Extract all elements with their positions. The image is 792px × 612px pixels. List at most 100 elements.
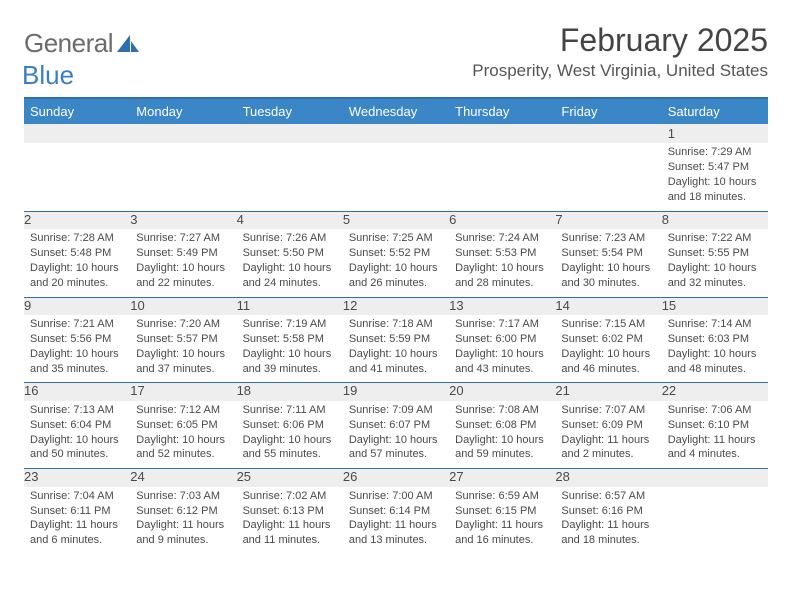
sunrise: Sunrise: 7:23 AM (561, 231, 655, 246)
sunrise: Sunrise: 7:18 AM (349, 317, 443, 332)
day-detail-cell (24, 143, 130, 211)
sunset: Sunset: 5:47 PM (668, 160, 762, 175)
daylight: Daylight: 10 hours and 22 minutes. (136, 261, 230, 291)
sunrise: Sunrise: 7:14 AM (668, 317, 762, 332)
day-detail-cell: Sunrise: 7:07 AMSunset: 6:09 PMDaylight:… (555, 401, 661, 469)
daylight: Daylight: 10 hours and 32 minutes. (668, 261, 762, 291)
day-number-cell: 13 (449, 297, 555, 315)
day-detail-cell: Sunrise: 7:18 AMSunset: 5:59 PMDaylight:… (343, 315, 449, 383)
sunset: Sunset: 5:53 PM (455, 246, 549, 261)
day-number-cell: 1 (662, 124, 768, 143)
day-detail-cell: Sunrise: 7:15 AMSunset: 6:02 PMDaylight:… (555, 315, 661, 383)
day-number-cell: 23 (24, 469, 130, 487)
daylight: Daylight: 10 hours and 50 minutes. (30, 433, 124, 463)
calendar-page: General Blue February 2025 Prosperity, W… (0, 0, 792, 554)
day-number-cell: 20 (449, 383, 555, 401)
sunrise: Sunrise: 7:15 AM (561, 317, 655, 332)
sunset: Sunset: 6:08 PM (455, 418, 549, 433)
day-number-cell: 6 (449, 211, 555, 229)
day-detail-cell: Sunrise: 7:20 AMSunset: 5:57 PMDaylight:… (130, 315, 236, 383)
day-detail-cell: Sunrise: 7:17 AMSunset: 6:00 PMDaylight:… (449, 315, 555, 383)
daylight: Daylight: 10 hours and 30 minutes. (561, 261, 655, 291)
day-header: Sunday (24, 99, 130, 124)
day-number-cell (662, 469, 768, 487)
day-number-cell (130, 124, 236, 143)
day-number-cell: 4 (237, 211, 343, 229)
sunset: Sunset: 5:55 PM (668, 246, 762, 261)
day-header: Saturday (662, 99, 768, 124)
daylight: Daylight: 10 hours and 37 minutes. (136, 347, 230, 377)
sunset: Sunset: 5:49 PM (136, 246, 230, 261)
sunrise: Sunrise: 7:04 AM (30, 489, 124, 504)
calendar-table: SundayMondayTuesdayWednesdayThursdayFrid… (24, 99, 768, 554)
sunset: Sunset: 6:05 PM (136, 418, 230, 433)
day-header: Friday (555, 99, 661, 124)
sunrise: Sunrise: 7:09 AM (349, 403, 443, 418)
sunrise: Sunrise: 7:11 AM (243, 403, 337, 418)
location: Prosperity, West Virginia, United States (472, 61, 768, 81)
day-number-cell (24, 124, 130, 143)
day-detail-cell: Sunrise: 7:26 AMSunset: 5:50 PMDaylight:… (237, 229, 343, 297)
sunrise: Sunrise: 7:13 AM (30, 403, 124, 418)
day-number-cell: 7 (555, 211, 661, 229)
day-number-cell: 2 (24, 211, 130, 229)
daylight: Daylight: 10 hours and 18 minutes. (668, 175, 762, 205)
sunrise: Sunrise: 7:12 AM (136, 403, 230, 418)
daylight: Daylight: 11 hours and 13 minutes. (349, 518, 443, 548)
sunrise: Sunrise: 7:25 AM (349, 231, 443, 246)
sunset: Sunset: 6:10 PM (668, 418, 762, 433)
day-number-cell: 16 (24, 383, 130, 401)
day-header: Thursday (449, 99, 555, 124)
day-number-cell: 22 (662, 383, 768, 401)
day-detail-cell: Sunrise: 7:23 AMSunset: 5:54 PMDaylight:… (555, 229, 661, 297)
sunset: Sunset: 6:02 PM (561, 332, 655, 347)
day-detail-cell: Sunrise: 7:28 AMSunset: 5:48 PMDaylight:… (24, 229, 130, 297)
daylight: Daylight: 11 hours and 9 minutes. (136, 518, 230, 548)
day-detail-cell: Sunrise: 7:12 AMSunset: 6:05 PMDaylight:… (130, 401, 236, 469)
day-detail-cell: Sunrise: 6:57 AMSunset: 6:16 PMDaylight:… (555, 487, 661, 554)
sunset: Sunset: 6:11 PM (30, 504, 124, 519)
day-number-cell: 12 (343, 297, 449, 315)
day-detail-cell: Sunrise: 7:14 AMSunset: 6:03 PMDaylight:… (662, 315, 768, 383)
daylight: Daylight: 11 hours and 4 minutes. (668, 433, 762, 463)
daylight: Daylight: 11 hours and 2 minutes. (561, 433, 655, 463)
sunset: Sunset: 6:09 PM (561, 418, 655, 433)
day-detail-cell: Sunrise: 7:02 AMSunset: 6:13 PMDaylight:… (237, 487, 343, 554)
day-number-cell (555, 124, 661, 143)
daylight: Daylight: 11 hours and 16 minutes. (455, 518, 549, 548)
day-detail-cell (449, 143, 555, 211)
daylight: Daylight: 10 hours and 26 minutes. (349, 261, 443, 291)
day-number-cell (237, 124, 343, 143)
sunrise: Sunrise: 7:03 AM (136, 489, 230, 504)
sunset: Sunset: 6:03 PM (668, 332, 762, 347)
sunrise: Sunrise: 7:07 AM (561, 403, 655, 418)
daylight: Daylight: 11 hours and 18 minutes. (561, 518, 655, 548)
sunset: Sunset: 5:54 PM (561, 246, 655, 261)
sunrise: Sunrise: 6:59 AM (455, 489, 549, 504)
daylight: Daylight: 10 hours and 39 minutes. (243, 347, 337, 377)
day-detail-cell: Sunrise: 7:00 AMSunset: 6:14 PMDaylight:… (343, 487, 449, 554)
daylight: Daylight: 10 hours and 35 minutes. (30, 347, 124, 377)
sunrise: Sunrise: 7:29 AM (668, 145, 762, 160)
header: General Blue February 2025 Prosperity, W… (24, 22, 768, 91)
sunrise: Sunrise: 7:22 AM (668, 231, 762, 246)
daylight: Daylight: 10 hours and 55 minutes. (243, 433, 337, 463)
daylight: Daylight: 10 hours and 24 minutes. (243, 261, 337, 291)
daylight: Daylight: 10 hours and 43 minutes. (455, 347, 549, 377)
day-detail-cell: Sunrise: 7:04 AMSunset: 6:11 PMDaylight:… (24, 487, 130, 554)
sunrise: Sunrise: 7:20 AM (136, 317, 230, 332)
day-header: Tuesday (237, 99, 343, 124)
calendar-body: 1Sunrise: 7:29 AMSunset: 5:47 PMDaylight… (24, 124, 768, 554)
sunset: Sunset: 6:16 PM (561, 504, 655, 519)
day-detail-cell: Sunrise: 7:25 AMSunset: 5:52 PMDaylight:… (343, 229, 449, 297)
sunset: Sunset: 6:12 PM (136, 504, 230, 519)
day-detail-cell: Sunrise: 7:27 AMSunset: 5:49 PMDaylight:… (130, 229, 236, 297)
day-number-cell (343, 124, 449, 143)
day-detail-cell: Sunrise: 7:06 AMSunset: 6:10 PMDaylight:… (662, 401, 768, 469)
sunset: Sunset: 5:50 PM (243, 246, 337, 261)
day-detail-cell (237, 143, 343, 211)
day-number-cell: 10 (130, 297, 236, 315)
sunset: Sunset: 5:48 PM (30, 246, 124, 261)
daylight: Daylight: 10 hours and 46 minutes. (561, 347, 655, 377)
day-detail-cell: Sunrise: 7:08 AMSunset: 6:08 PMDaylight:… (449, 401, 555, 469)
